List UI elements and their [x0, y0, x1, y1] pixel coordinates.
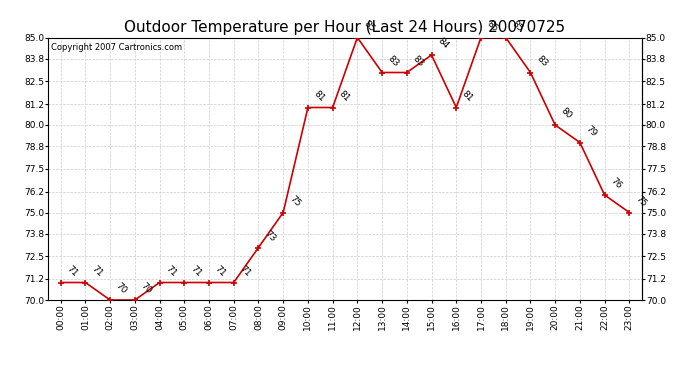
Text: 81: 81: [337, 89, 351, 104]
Text: 71: 71: [213, 264, 228, 278]
Text: 73: 73: [263, 229, 277, 243]
Text: 84: 84: [435, 36, 450, 51]
Text: Copyright 2007 Cartronics.com: Copyright 2007 Cartronics.com: [51, 43, 182, 52]
Text: 83: 83: [411, 54, 426, 68]
Text: 76: 76: [609, 176, 623, 191]
Text: 85: 85: [510, 19, 524, 33]
Text: 81: 81: [312, 89, 326, 104]
Text: 71: 71: [238, 264, 253, 278]
Text: 70: 70: [139, 281, 153, 296]
Text: 71: 71: [90, 264, 104, 278]
Text: 81: 81: [460, 89, 475, 104]
Text: 79: 79: [584, 124, 598, 138]
Text: 85: 85: [485, 19, 500, 33]
Text: 83: 83: [535, 54, 549, 68]
Text: 75: 75: [633, 194, 648, 208]
Text: 70: 70: [115, 281, 129, 296]
Text: 71: 71: [65, 264, 79, 278]
Text: 85: 85: [362, 19, 376, 33]
Text: 71: 71: [188, 264, 203, 278]
Title: Outdoor Temperature per Hour (Last 24 Hours) 20070725: Outdoor Temperature per Hour (Last 24 Ho…: [124, 20, 566, 35]
Text: 83: 83: [386, 54, 401, 68]
Text: 71: 71: [164, 264, 178, 278]
Text: 75: 75: [287, 194, 302, 208]
Text: 80: 80: [560, 106, 574, 121]
